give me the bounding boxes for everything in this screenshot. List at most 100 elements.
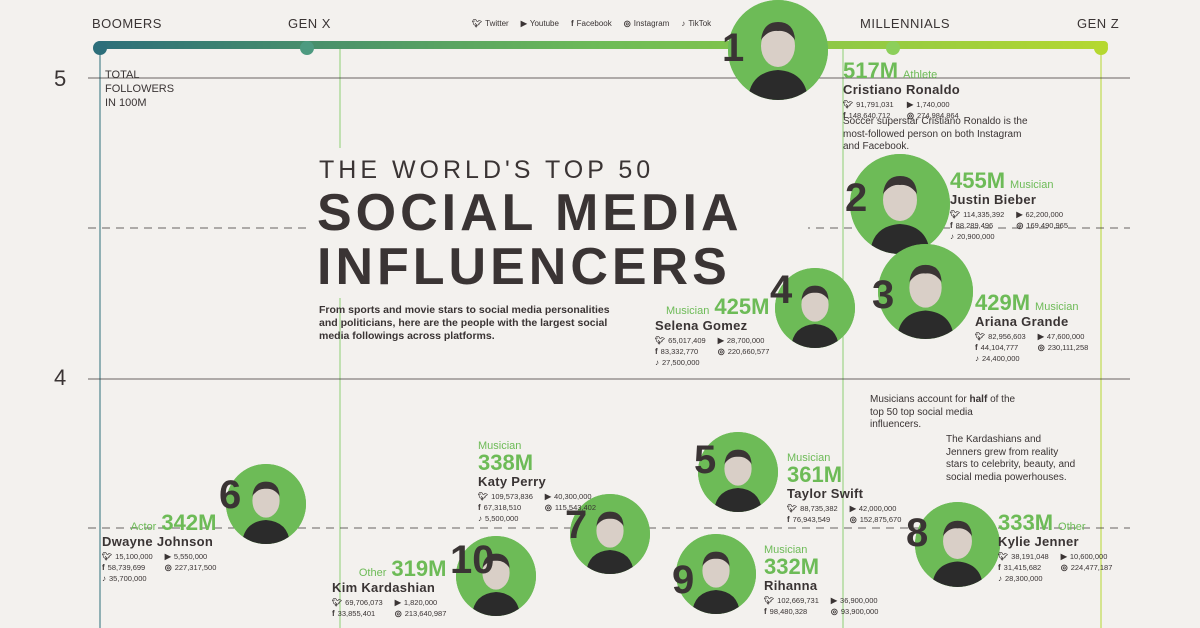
twitter-count: 15,100,000 [115, 552, 153, 561]
stat-facebook: f 58,739,699 [102, 563, 153, 572]
facebook-icon: f [843, 111, 846, 120]
youtube-icon: ▶ [1060, 552, 1067, 561]
follower-total: 332M [764, 554, 820, 579]
tiktok-icon: ♪ [102, 574, 106, 583]
rank-number: 2 [845, 176, 868, 220]
influencer-info: Actor 342M Dwayne Johnson 🐦︎ 15,100,000 ▶ 5,55… [102, 512, 217, 584]
platform-legend: 🐦︎ Twitter ▶ Youtube f Facebook ◎ Instagram … [472, 19, 711, 28]
category-label: Musician [764, 544, 808, 556]
facebook-count: 88,289,496 [955, 221, 994, 230]
tiktok-count: 28,300,000 [1005, 574, 1043, 583]
youtube-count: 5,550,000 [173, 552, 208, 561]
influencer-header: 517M Athlete [843, 60, 960, 82]
influencer-name: Selena Gomez [655, 318, 748, 333]
rank-number: 9 [672, 558, 695, 602]
twitter-count: 102,669,731 [777, 596, 819, 605]
tiktok-icon: ♪ [655, 358, 659, 367]
twitter-count: 88,735,382 [800, 504, 838, 513]
category-label: Actor [130, 521, 157, 533]
stat-twitter: 🐦︎ 88,735,382 [787, 504, 838, 513]
youtube-icon: ▶ [164, 552, 171, 561]
influencer-info: Musician 332M Rihanna 🐦︎ 102,669,731 ▶ 36,900,… [764, 544, 878, 616]
instagram-icon: ◎ [717, 347, 725, 356]
y-tick-5: 5 [54, 66, 67, 91]
facebook-icon: f [570, 19, 574, 28]
stat-instagram: ◎ 220,660,577 [718, 347, 770, 356]
stat-instagram: ◎ 224,477,187 [1061, 563, 1113, 572]
tiktok-icon: ♪ [478, 514, 482, 523]
category-label: Other [358, 567, 387, 579]
stat-instagram: ◎ 152,875,670 [850, 515, 902, 524]
influencer-header: 455M Musician [950, 170, 1068, 192]
instagram-icon: ◎ [394, 609, 402, 618]
instagram-count: 274,984,864 [917, 111, 959, 120]
subtitle: From sports and movie stars to social me… [319, 304, 610, 342]
influencer-photo [456, 536, 536, 616]
stat-instagram: ◎ 169,490,965 [1016, 221, 1068, 230]
category-label: Musician [665, 305, 710, 317]
stat-tiktok: ♪ 5,500,000 [478, 514, 533, 523]
gen-label-genz: GEN Z [1077, 16, 1120, 31]
follower-total: 455M [950, 168, 1006, 193]
youtube-count: 42,000,000 [858, 504, 897, 513]
influencer-info: 333M Other Kylie Jenner 🐦︎ 38,191,048 ▶ 10,600… [998, 512, 1113, 584]
stat-twitter: 🐦︎ 114,335,392 [950, 210, 1004, 219]
influencer-name: Rihanna [764, 578, 818, 593]
platform-stats: 🐦︎ 88,735,382 ▶ 42,000,000 f 76,943,549 ◎ 152,8… [787, 504, 901, 524]
influencer-name: Cristiano Ronaldo [843, 82, 961, 97]
rank-number: 6 [219, 473, 242, 517]
influencer-header-stack: Musician 332M [764, 544, 819, 578]
instagram-icon: ◎ [830, 607, 838, 616]
gen-label-millennials: MILLENNIALS [860, 16, 951, 31]
stat-twitter: 🐦︎ 65,017,409 [655, 336, 706, 345]
stat-facebook: f 44,104,777 [975, 343, 1026, 352]
instagram-count: 220,660,577 [727, 347, 770, 356]
facebook-count: 31,415,682 [1003, 563, 1042, 572]
twitter-count: 91,791,031 [856, 100, 894, 109]
follower-total: 361M [787, 462, 843, 487]
gen-dot-boomers [93, 41, 107, 55]
stat-tiktok: ♪ 27,500,000 [655, 358, 706, 367]
influencer-header: Musician 425M [655, 296, 769, 318]
stat-facebook: f 31,415,682 [998, 563, 1049, 572]
influencer-photo [676, 534, 756, 614]
youtube-count: 47,600,000 [1046, 332, 1085, 341]
stat-youtube: ▶ 1,820,000 [395, 598, 447, 607]
instagram-icon: ◎ [1060, 563, 1068, 572]
facebook-count: 58,739,699 [107, 563, 146, 572]
influencer-photo [775, 268, 855, 348]
twitter-icon: 🐦︎ [764, 596, 775, 605]
youtube-count: 1,740,000 [916, 100, 950, 109]
title-line-1: SOCIAL MEDIA [317, 184, 743, 242]
youtube-icon: ▶ [520, 19, 527, 28]
legend-twitter: 🐦︎ Twitter [472, 19, 509, 28]
gen-label-boomers: BOOMERS [92, 16, 162, 31]
twitter-count: 69,706,073 [345, 598, 383, 607]
rank-number: 3 [872, 273, 895, 317]
youtube-icon: ▶ [907, 100, 914, 109]
influencer-header: Actor 342M [102, 512, 217, 534]
influencer-name: Katy Perry [478, 474, 547, 489]
facebook-count: 33,855,401 [337, 609, 376, 618]
stat-youtube: ▶ 1,740,000 [907, 100, 960, 109]
twitter-icon: 🐦︎ [843, 100, 854, 109]
twitter-icon: 🐦︎ [478, 492, 489, 501]
youtube-icon: ▶ [1016, 210, 1023, 219]
legend-instagram: ◎ Instagram [623, 19, 670, 28]
category-label: Musician [478, 440, 522, 452]
influencer-header-stack: Musician 338M [478, 440, 533, 474]
instagram-count: 230,111,258 [1047, 343, 1089, 352]
facebook-count: 44,104,777 [980, 343, 1019, 352]
influencer-header: 333M Other [998, 512, 1112, 534]
stat-tiktok: ♪ 20,900,000 [950, 232, 1004, 241]
stat-instagram: ◎ 274,984,864 [907, 111, 960, 120]
instagram-icon: ◎ [1016, 221, 1024, 230]
stat-youtube: ▶ 42,000,000 [850, 504, 902, 513]
follower-total: 319M [391, 556, 447, 581]
stat-facebook: f 83,332,770 [655, 347, 706, 356]
follower-total: 429M [975, 290, 1031, 315]
instagram-icon: ◎ [849, 515, 857, 524]
category-label: Other [1058, 521, 1086, 533]
youtube-icon: ▶ [1037, 332, 1044, 341]
twitter-count: 65,017,409 [668, 336, 706, 345]
